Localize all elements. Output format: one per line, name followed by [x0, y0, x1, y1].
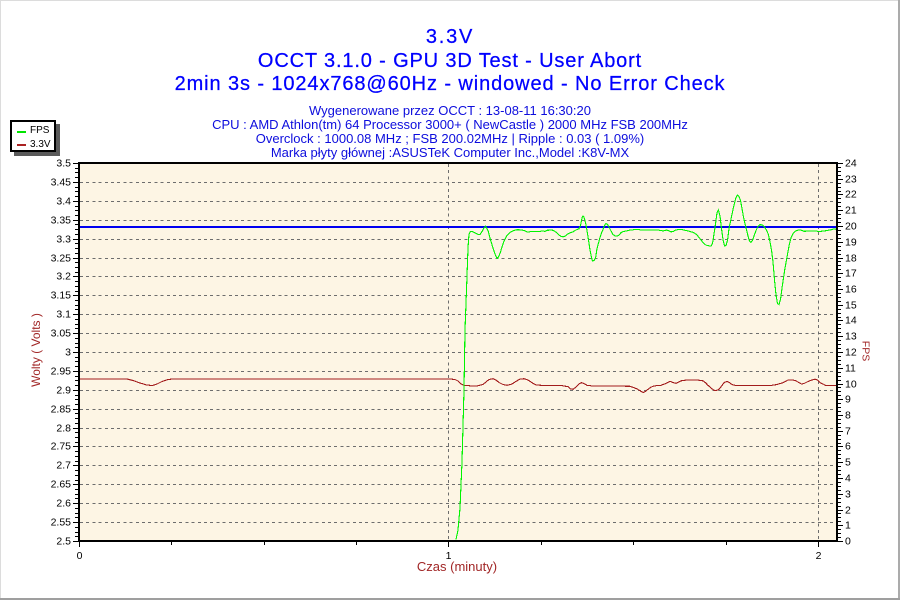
- svg-text:Wolty ( Volts ): Wolty ( Volts ): [29, 313, 43, 387]
- svg-text:1: 1: [845, 520, 851, 532]
- svg-text:21: 21: [845, 205, 857, 217]
- svg-text:12: 12: [845, 347, 857, 359]
- svg-text:FPS: FPS: [860, 341, 872, 361]
- svg-text:16: 16: [845, 284, 857, 296]
- svg-text:Czas (minuty): Czas (minuty): [417, 559, 497, 574]
- svg-text:2.55: 2.55: [51, 517, 72, 529]
- svg-text:0: 0: [77, 550, 83, 562]
- svg-text:2: 2: [845, 505, 851, 517]
- svg-text:13: 13: [845, 331, 857, 343]
- svg-text:3.35: 3.35: [51, 215, 72, 227]
- svg-text:22: 22: [845, 189, 857, 201]
- svg-text:3.1: 3.1: [56, 309, 71, 321]
- svg-text:3: 3: [845, 489, 851, 501]
- svg-text:5: 5: [845, 457, 851, 469]
- svg-text:3.15: 3.15: [51, 290, 72, 302]
- svg-text:14: 14: [845, 315, 857, 327]
- svg-text:3.3: 3.3: [56, 234, 71, 246]
- svg-text:3.4: 3.4: [56, 196, 71, 208]
- svg-text:11: 11: [845, 363, 856, 375]
- svg-text:3.45: 3.45: [51, 177, 72, 189]
- svg-text:2: 2: [816, 550, 822, 562]
- svg-text:24: 24: [845, 158, 857, 170]
- svg-text:17: 17: [845, 268, 857, 280]
- svg-text:2.7: 2.7: [56, 460, 71, 472]
- svg-text:4: 4: [845, 473, 851, 485]
- svg-text:2.9: 2.9: [56, 385, 71, 397]
- svg-text:19: 19: [845, 237, 857, 249]
- svg-text:3.2: 3.2: [56, 271, 71, 283]
- svg-text:2.85: 2.85: [51, 404, 72, 416]
- svg-text:2.75: 2.75: [51, 441, 72, 453]
- svg-text:23: 23: [845, 174, 857, 186]
- svg-text:8: 8: [845, 410, 851, 422]
- svg-text:1: 1: [446, 550, 452, 562]
- svg-text:3: 3: [65, 347, 71, 359]
- svg-text:20: 20: [845, 221, 857, 233]
- svg-text:7: 7: [845, 426, 851, 438]
- svg-text:10: 10: [845, 379, 857, 391]
- svg-text:9: 9: [845, 394, 851, 406]
- svg-text:3.25: 3.25: [51, 253, 72, 265]
- svg-text:2.65: 2.65: [51, 479, 72, 491]
- svg-text:6: 6: [845, 441, 851, 453]
- svg-text:3.5: 3.5: [56, 158, 71, 170]
- svg-text:2.8: 2.8: [56, 423, 71, 435]
- svg-text:2.5: 2.5: [56, 536, 71, 548]
- svg-text:15: 15: [845, 300, 857, 312]
- svg-text:3.05: 3.05: [51, 328, 72, 340]
- svg-text:0: 0: [845, 536, 851, 548]
- svg-text:18: 18: [845, 253, 857, 265]
- svg-text:2.6: 2.6: [56, 498, 71, 510]
- svg-text:2.95: 2.95: [51, 366, 72, 378]
